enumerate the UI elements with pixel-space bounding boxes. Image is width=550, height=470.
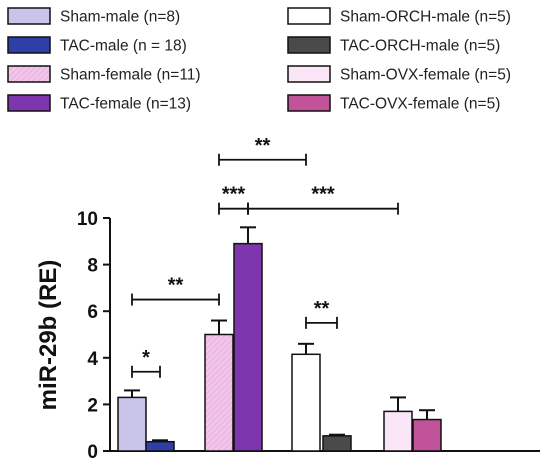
significance-label: ** [255,135,271,157]
legend-label: Sham-male (n=8) [60,9,180,26]
legend-item: TAC-OVX-female (n=5) [287,94,500,113]
y-tick-label: 10 [77,209,98,230]
y-tick-label: 2 [87,395,98,416]
bar-group [233,226,263,452]
legend-swatch [287,36,331,54]
legend-swatch [7,36,51,54]
significance-label: * [142,347,150,369]
significance-bracket: *** [247,184,399,215]
legend-item: TAC-ORCH-male (n=5) [287,36,500,55]
legend-label: Sham-OVX-female (n=5) [340,67,511,84]
legend-swatch [287,94,331,112]
significance-label: *** [311,184,335,206]
bar [204,333,234,452]
legend-label: TAC-ORCH-male (n=5) [340,38,500,55]
bar [233,242,263,452]
legend-label: Sham-ORCH-male (n=5) [340,9,511,26]
bar-group [117,389,147,452]
y-tick-label: 0 [87,442,98,463]
significance-bracket: * [131,347,161,378]
y-tick-label: 8 [87,256,98,277]
bar-group [204,319,234,452]
bar [412,418,442,452]
legend-item: Sham-male (n=8) [7,7,180,26]
legend-item: Sham-ORCH-male (n=5) [287,7,511,26]
bar-group [412,409,442,452]
legend-item: TAC-female (n=13) [7,94,191,113]
bar [291,353,321,452]
y-tick-label: 6 [87,302,98,323]
legend-swatch [7,65,51,83]
significance-bracket: *** [218,184,249,215]
legend-swatch [7,94,51,112]
bar [145,440,175,452]
bar [383,410,413,452]
legend-swatch [287,65,331,83]
bar-group [322,433,352,452]
significance-bracket: ** [305,298,338,329]
bar [117,396,147,452]
bar [322,435,352,452]
legend-label: TAC-female (n=13) [60,96,191,113]
significance-label: ** [314,298,330,320]
significance-label: *** [222,184,246,206]
bar-group [383,396,413,452]
legend-swatch [7,7,51,25]
legend-label: TAC-OVX-female (n=5) [340,96,500,113]
y-tick-label: 4 [87,349,98,370]
significance-bracket: ** [218,135,307,166]
significance-bracket: ** [131,275,220,306]
legend-item: Sham-female (n=11) [7,65,201,84]
significance-label: ** [168,275,184,297]
legend-label: TAC-male (n = 18) [60,38,187,55]
legend-swatch [287,7,331,25]
bar-group [145,439,175,452]
legend-item: Sham-OVX-female (n=5) [287,65,511,84]
legend-item: TAC-male (n = 18) [7,36,187,55]
legend: Sham-male (n=8) TAC-male (n = 18) Sham-fem… [7,7,511,113]
legend-label: Sham-female (n=11) [60,67,201,84]
bar-group [291,342,321,452]
y-axis-title: miR-29b (RE) [35,260,62,411]
